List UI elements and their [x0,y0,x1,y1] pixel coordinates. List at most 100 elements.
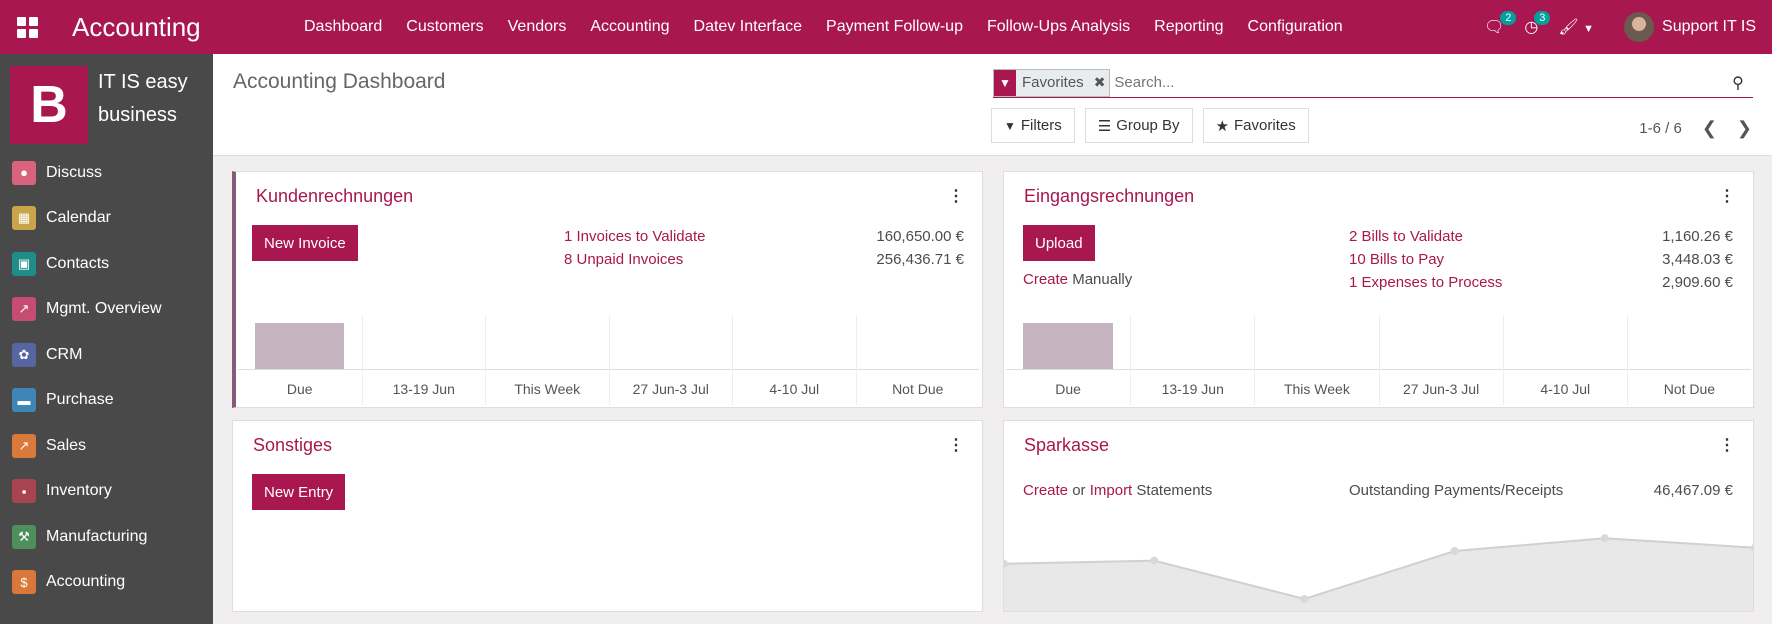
menu-dashboard[interactable]: Dashboard [304,18,383,35]
filter-icon: ▼ [994,69,1016,96]
line-point[interactable] [1600,534,1609,543]
line-point[interactable] [1004,559,1008,568]
chart-tick-label: 13-19 Jun [392,381,455,397]
menu-follow-ups-analysis[interactable]: Follow-Ups Analysis [986,18,1131,35]
sidebar-item-calendar[interactable]: ▦ Calendar [0,196,213,242]
sidebar-item-sales[interactable]: ↗ Sales [0,423,213,469]
card-title[interactable]: Kundenrechnungen [256,186,414,206]
import-link[interactable]: Import [1089,482,1133,499]
new-invoice-button[interactable]: New Invoice [252,225,358,261]
chart-column[interactable]: 27 Jun-3 Jul [608,315,733,405]
search-icon[interactable]: ⚲ [1732,74,1744,92]
chart-column[interactable]: 27 Jun-3 Jul [1378,315,1503,405]
brush-icon: 🖌 [1558,19,1579,36]
kebab-menu-icon[interactable]: ⋮ [1719,437,1735,454]
pager-value[interactable]: 1-6 / 6 [1639,120,1682,137]
invoices-to-validate-link[interactable]: 1 Invoices to Validate [564,228,706,245]
line-point[interactable] [1150,556,1159,565]
menu-datev-interface[interactable]: Datev Interface [693,18,803,35]
new-entry-button[interactable]: New Entry [252,474,346,510]
search-facet[interactable]: ▼ Favorites ✖ [993,68,1111,97]
close-icon[interactable]: ✖ [1093,74,1106,90]
sidebar-item-crm[interactable]: ✿ CRM [0,332,213,378]
sidebar-item-label: Mgmt. Overview [46,300,162,318]
create-link[interactable]: Create [1023,482,1069,499]
sidebar-item-discuss[interactable]: ● Discuss [0,150,213,196]
chart-column[interactable]: 13-19 Jun [361,315,486,405]
invoices-to-validate-amount: 160,650.00 € [876,228,964,245]
expenses-to-process-amount: 2,909.60 € [1662,274,1733,291]
chart-tick-label: 4-10 Jul [1540,381,1591,397]
sidebar-item-accounting[interactable]: $ Accounting [0,560,213,606]
list-icon: ☰ [1097,117,1112,135]
journal-card-kundenrechnungen: Kundenrechnungen ⋮ New Invoice 1 Invoice… [232,171,983,408]
sidebar-item-label: Contacts [46,254,110,272]
filters-button[interactable]: ▼ Filters [991,108,1075,143]
chart-column[interactable]: Due [1006,315,1130,405]
menu-vendors[interactable]: Vendors [507,18,567,35]
sales-chart-icon: ↗ [12,433,36,458]
user-name: Support IT IS [1662,18,1756,35]
chart-column[interactable]: Due [238,315,362,405]
menu-customers[interactable]: Customers [406,18,484,35]
card-title[interactable]: Sparkasse [1024,435,1110,455]
theme-button[interactable]: 🖌 ▼ [1548,17,1604,37]
chart-tick-label: 27 Jun-3 Jul [1402,381,1480,397]
chart-column[interactable]: This Week [1254,315,1378,405]
user-menu[interactable]: Support IT IS [1604,12,1772,42]
bills-to-validate-link[interactable]: 2 Bills to Validate [1349,228,1463,245]
search-input[interactable] [1114,74,1723,91]
chart-column[interactable]: This Week [485,315,609,405]
sidebar-item-inventory[interactable]: ▪ Inventory [0,469,213,515]
upload-button[interactable]: Upload [1023,225,1095,261]
bills-to-pay-link[interactable]: 10 Bills to Pay [1349,251,1445,268]
apps-menu-icon[interactable] [0,0,54,54]
favorites-button[interactable]: ★ Favorites [1202,108,1309,143]
kebab-menu-icon[interactable]: ⋮ [1719,188,1735,205]
messages-badge: 2 [1500,11,1517,25]
card-title[interactable]: Sonstiges [253,435,333,455]
sidebar-item-manufacturing[interactable]: ⚒ Manufacturing [0,514,213,560]
chart-tick-label: 4-10 Jul [769,381,820,397]
chart-column[interactable]: 13-19 Jun [1130,315,1254,405]
card-title[interactable]: Eingangsrechnungen [1024,186,1195,206]
line-point[interactable] [1751,544,1754,552]
chart-column[interactable]: 4-10 Jul [1502,315,1627,405]
chart-column[interactable]: 4-10 Jul [732,315,856,405]
main-menu: Dashboard Customers Vendors Accounting D… [292,0,1355,54]
box-icon: ▪ [12,479,36,504]
messages-button[interactable]: 🗨 2 [1474,11,1517,37]
sidebar-item-label: Calendar [46,209,111,227]
kebab-menu-icon[interactable]: ⋮ [948,437,964,454]
chart-tick-label: This Week [514,381,581,397]
expenses-to-process-link[interactable]: 1 Expenses to Process [1349,274,1503,291]
group-by-button[interactable]: ☰ Group By [1084,108,1193,143]
unpaid-invoices-link[interactable]: 8 Unpaid Invoices [564,251,684,268]
app-name[interactable]: Accounting [72,11,201,42]
line-point[interactable] [1300,595,1309,603]
chart-bar[interactable] [1023,323,1113,369]
chevron-left-icon[interactable]: ❮ [1701,118,1717,138]
sidebar-item-label: Accounting [46,573,126,591]
chart-bar[interactable] [255,323,345,369]
create-link[interactable]: Create [1023,271,1069,288]
sidebar-item-mgmt-overview[interactable]: ↗ Mgmt. Overview [0,287,213,333]
menu-configuration[interactable]: Configuration [1247,18,1343,35]
menu-accounting[interactable]: Accounting [590,18,670,35]
statements-text: Statements [1136,482,1213,499]
bar-chart: Due 13-19 Jun This Week 27 Jun-3 Jul 4-10 Ju… [1006,315,1751,405]
activities-button[interactable]: ◷ 3 [1514,11,1551,37]
chevron-right-icon[interactable]: ❯ [1736,118,1752,138]
top-navbar: Accounting Dashboard Customers Vendors A… [0,0,1772,54]
menu-reporting[interactable]: Reporting [1154,18,1224,35]
line-point[interactable] [1450,547,1459,555]
sidebar-item-contacts[interactable]: ▣ Contacts [0,241,213,287]
chart-column[interactable]: Not Due [855,315,980,405]
chart-column[interactable]: Not Due [1626,315,1751,405]
company-logo: B [10,66,88,144]
menu-payment-follow-up[interactable]: Payment Follow-up [826,18,963,35]
kebab-menu-icon[interactable]: ⋮ [948,188,964,205]
outstanding-payments-amount: 46,467.09 € [1653,482,1733,499]
calendar-icon: ▦ [12,206,36,231]
sidebar-item-purchase[interactable]: ▬ Purchase [0,378,213,424]
